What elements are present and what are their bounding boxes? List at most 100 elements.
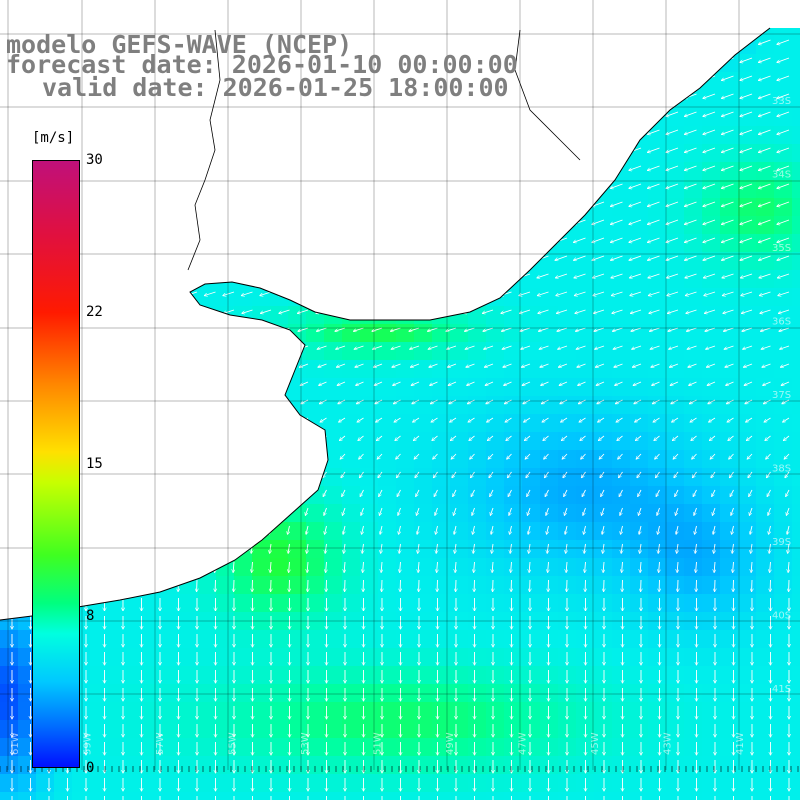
wind-arrow: [481, 129, 494, 134]
wind-arrow: [333, 237, 346, 242]
wind-arrow: [523, 399, 531, 404]
wind-arrow: [122, 543, 123, 553]
wind-speed-cell: [288, 486, 307, 505]
wind-arrow: [518, 237, 531, 242]
wind-speed-cell: [594, 576, 613, 595]
wind-arrow: [525, 453, 531, 459]
wind-speed-cell: [756, 558, 775, 577]
wind-speed-cell: [396, 126, 415, 145]
wind-speed-cell: [702, 324, 721, 343]
wind-speed-cell: [720, 126, 739, 145]
longitude-label: 61W: [10, 732, 21, 755]
wind-arrow: [592, 273, 605, 278]
wind-arrow: [595, 345, 605, 349]
wind-speed-cell: [252, 774, 271, 793]
wind-speed-cell: [288, 558, 307, 577]
latitude-label: 41S: [772, 684, 791, 695]
wind-speed-cell: [378, 504, 397, 523]
wind-speed-cell: [342, 396, 361, 415]
wind-speed-cell: [720, 306, 739, 325]
wind-arrow: [470, 453, 475, 459]
wind-arrow: [359, 453, 364, 459]
wind-speed-cell: [162, 774, 181, 793]
wind-arrow: [425, 111, 438, 116]
wind-speed-cell: [216, 684, 235, 703]
wind-speed-cell: [234, 450, 253, 469]
wind-speed-cell: [792, 774, 800, 793]
wind-speed-cell: [756, 270, 775, 289]
wind-arrow: [339, 435, 346, 441]
wind-speed-cell: [126, 270, 145, 289]
wind-arrow: [1, 309, 13, 313]
longitude-label: 49W: [445, 732, 456, 755]
wind-speed-cell: [360, 144, 379, 163]
wind-speed-cell: [558, 126, 577, 145]
wind-arrow: [83, 489, 87, 497]
wind-arrow: [667, 291, 679, 296]
wind-speed-cell: [270, 414, 289, 433]
wind-arrow: [518, 129, 531, 134]
wind-speed-cell: [792, 666, 800, 685]
wind-speed-cell: [306, 756, 325, 775]
wind-speed-cell: [648, 108, 667, 127]
wind-arrow: [505, 417, 512, 422]
wind-speed-cell: [144, 504, 163, 523]
wind-arrow: [102, 507, 105, 515]
wind-speed-cell: [630, 594, 649, 613]
wind-arrow: [758, 237, 771, 242]
wind-speed-cell: [0, 540, 19, 559]
wind-arrow: [721, 39, 734, 44]
wind-speed-cell: [738, 684, 757, 703]
wind-arrow: [351, 219, 364, 224]
wind-arrow: [413, 435, 420, 441]
wind-speed-cell: [522, 126, 541, 145]
wind-arrow: [285, 453, 290, 459]
wind-arrow: [341, 471, 346, 478]
wind-arrow: [666, 183, 679, 188]
wind-arrow: [351, 201, 364, 206]
wind-speed-cell: [162, 162, 181, 181]
wind-arrow: [721, 201, 734, 206]
wind-speed-cell: [198, 378, 217, 397]
wind-speed-cell: [162, 198, 181, 217]
wind-speed-cell: [414, 648, 433, 667]
wind-arrow: [388, 219, 401, 224]
wind-speed-cell: [180, 594, 199, 613]
wind-speed-cell: [792, 648, 800, 667]
wind-speed-cell: [540, 774, 559, 793]
wind-speed-cell: [792, 180, 800, 199]
wind-arrow: [93, 291, 105, 296]
wind-speed-cell: [792, 540, 800, 559]
wind-arrow: [333, 219, 346, 224]
wind-arrow: [539, 345, 549, 349]
wind-speed-cell: [576, 216, 595, 235]
wind-speed-cell: [756, 504, 775, 523]
wind-speed-cell: [324, 198, 343, 217]
wind-speed-cell: [126, 288, 145, 307]
wind-speed-cell: [702, 522, 721, 541]
wind-arrow: [747, 453, 753, 459]
wind-arrow: [507, 471, 512, 478]
wind-speed-cell: [252, 234, 271, 253]
wind-arrow: [727, 417, 734, 422]
wind-arrow: [726, 381, 734, 385]
wind-speed-cell: [144, 684, 163, 703]
wind-speed-cell: [540, 486, 559, 505]
wind-arrow: [499, 147, 512, 152]
wind-arrow: [484, 363, 494, 367]
wind-speed-cell: [0, 288, 19, 307]
colorbar-units: [m/s]: [32, 130, 75, 146]
wind-speed-cell: [306, 180, 325, 199]
wind-speed-cell: [0, 414, 19, 433]
wind-speed-cell: [630, 270, 649, 289]
wind-arrow: [166, 201, 179, 206]
wind-speed-cell: [666, 666, 685, 685]
wind-speed-cell: [378, 126, 397, 145]
wind-arrow: [97, 381, 105, 385]
wind-speed-cell: [702, 702, 721, 721]
wind-speed-cell: [504, 432, 523, 451]
wind-speed-cell: [414, 144, 433, 163]
wind-arrow: [314, 183, 327, 188]
wind-speed-cell: [450, 360, 469, 379]
wind-speed-cell: [432, 28, 451, 37]
